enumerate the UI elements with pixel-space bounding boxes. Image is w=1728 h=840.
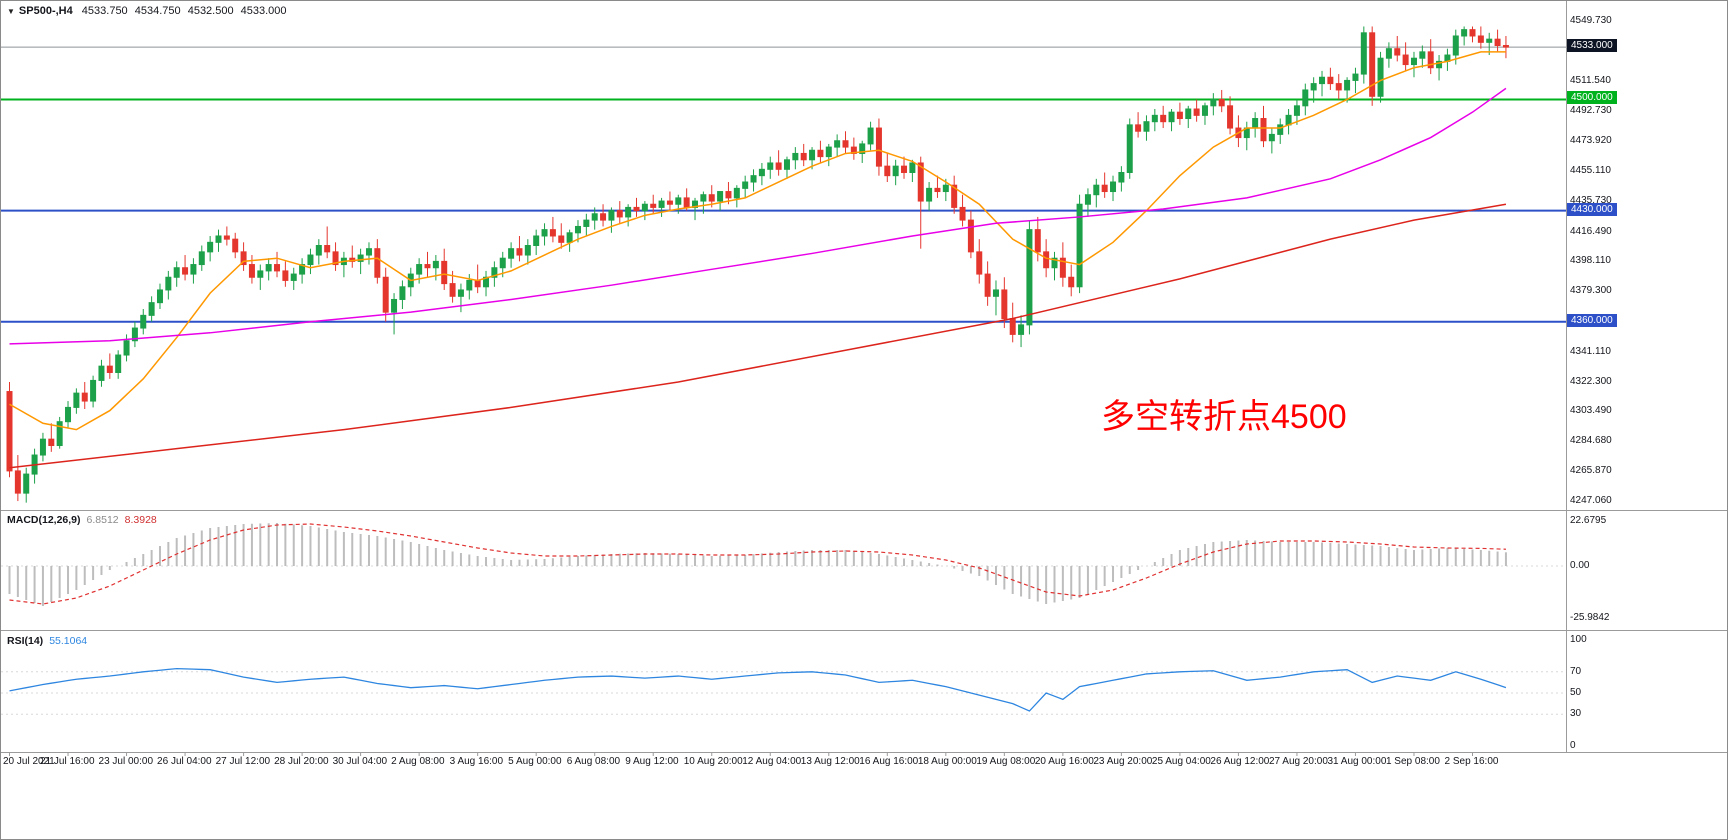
time-label: 1 Sep 08:00 (1385, 756, 1440, 767)
macd-axis-label: 22.6795 (1570, 514, 1607, 526)
rsi-axis-label: 30 (1570, 708, 1582, 720)
price-axis-label: 4341.110 (1570, 345, 1611, 357)
time-label: 26 Jul 04:00 (157, 756, 212, 767)
time-label: 12 Aug 04:00 (742, 756, 802, 767)
rsi-axis-label: 50 (1570, 687, 1582, 698)
time-label: 20 Aug 16:00 (1034, 756, 1094, 767)
time-label: 5 Aug 00:00 (508, 756, 562, 767)
price-axis-label: 4265.870 (1570, 465, 1612, 477)
time-label: 18 Aug 00:00 (917, 756, 977, 767)
macd-signal-value: 8.3928 (124, 514, 157, 526)
symbol-label: SP500-,H4 (18, 5, 73, 17)
price-axis-label: 4398.110 (1570, 255, 1611, 267)
ma-line-slow (9, 203, 1507, 469)
time-label: 19 Aug 08:00 (976, 756, 1036, 767)
time-label: 21 Jul 16:00 (40, 756, 95, 767)
price-axis-label: 4303.490 (1570, 405, 1612, 417)
header-low: 4532.500 (187, 5, 234, 17)
header-high: 4534.750 (134, 5, 181, 17)
time-label: 23 Jul 00:00 (98, 756, 154, 767)
price-axis-label: 4455.110 (1570, 164, 1611, 176)
macd-signal-line (9, 523, 1506, 605)
symbol-dropdown-icon[interactable]: ▼ (7, 7, 15, 16)
rsi-label: RSI(14) (7, 635, 44, 647)
macd-axis-label: -25.9842 (1570, 611, 1610, 623)
time-label: 2 Aug 08:00 (391, 756, 445, 767)
price-tag-4360.000[interactable]: 4360.000 (1567, 313, 1617, 327)
time-label: 20 Jul 2021 (3, 756, 55, 767)
price-axis-label: 4435.730 (1570, 195, 1612, 207)
time-label: 9 Aug 12:00 (625, 756, 679, 767)
ma-line-fast (9, 51, 1506, 431)
time-label: 23 Aug 20:00 (1093, 756, 1153, 767)
macd-label: MACD(12,26,9) (7, 514, 81, 526)
price-axis-label: 4492.730 (1570, 105, 1612, 117)
time-label: 6 Aug 08:00 (566, 756, 621, 767)
rsi-axis-label: 0 (1570, 740, 1576, 751)
price-axis-label: 4416.490 (1570, 226, 1612, 238)
header-open: 4533.750 (81, 5, 128, 17)
time-label: 26 Aug 12:00 (1210, 756, 1270, 767)
price-tag-4500.000[interactable]: 4500.000 (1567, 91, 1617, 105)
time-label: 2 Sep 16:00 (1444, 756, 1499, 767)
price-axis-label: 4379.300 (1570, 285, 1612, 297)
time-label: 13 Aug 12:00 (800, 756, 860, 767)
ma-line-mid (9, 87, 1507, 345)
time-label: 25 Aug 04:00 (1151, 756, 1211, 767)
macd-indicator-label: MACD(12,26,9) 6.8512 8.3928 (7, 514, 157, 526)
time-label: 30 Jul 04:00 (332, 756, 388, 767)
current-price-tag: 4533.000 (1567, 39, 1617, 53)
price-tag-4430.000[interactable]: 4430.000 (1567, 202, 1617, 216)
price-axis-label: 4549.730 (1570, 14, 1612, 26)
price-axis-label: 4473.920 (1570, 134, 1612, 146)
price-axis-label: 4322.300 (1570, 375, 1612, 387)
chart-text-annotation[interactable]: 多空转折点4500 (1101, 398, 1347, 436)
macd-main-value: 6.8512 (86, 514, 119, 526)
time-label: 27 Aug 20:00 (1268, 756, 1328, 767)
time-label: 10 Aug 20:00 (683, 756, 743, 767)
rsi-line (9, 667, 1507, 712)
chart-header: ▼ SP500-,H4 4533.750 4534.750 4532.500 45… (7, 5, 287, 17)
rsi-axis-label: 100 (1570, 634, 1587, 645)
macd-histogram (8, 523, 1507, 606)
rsi-axis-label: 70 (1570, 665, 1582, 677)
rsi-value: 55.1064 (49, 635, 88, 647)
price-axis-label: 4284.680 (1570, 435, 1612, 447)
macd-axis-label: 0.00 (1570, 560, 1590, 571)
price-axis-label: 4511.540 (1570, 75, 1611, 87)
rsi-indicator-label: RSI(14) 55.1064 (7, 635, 87, 647)
header-close: 4533.000 (240, 5, 287, 17)
time-label: 3 Aug 16:00 (449, 756, 504, 767)
time-label: 27 Jul 12:00 (215, 756, 271, 767)
time-label: 28 Jul 20:00 (274, 756, 329, 767)
time-label: 16 Aug 16:00 (859, 756, 919, 767)
price-axis-label: 4247.060 (1570, 494, 1612, 506)
time-label: 31 Aug 00:00 (1327, 756, 1387, 767)
